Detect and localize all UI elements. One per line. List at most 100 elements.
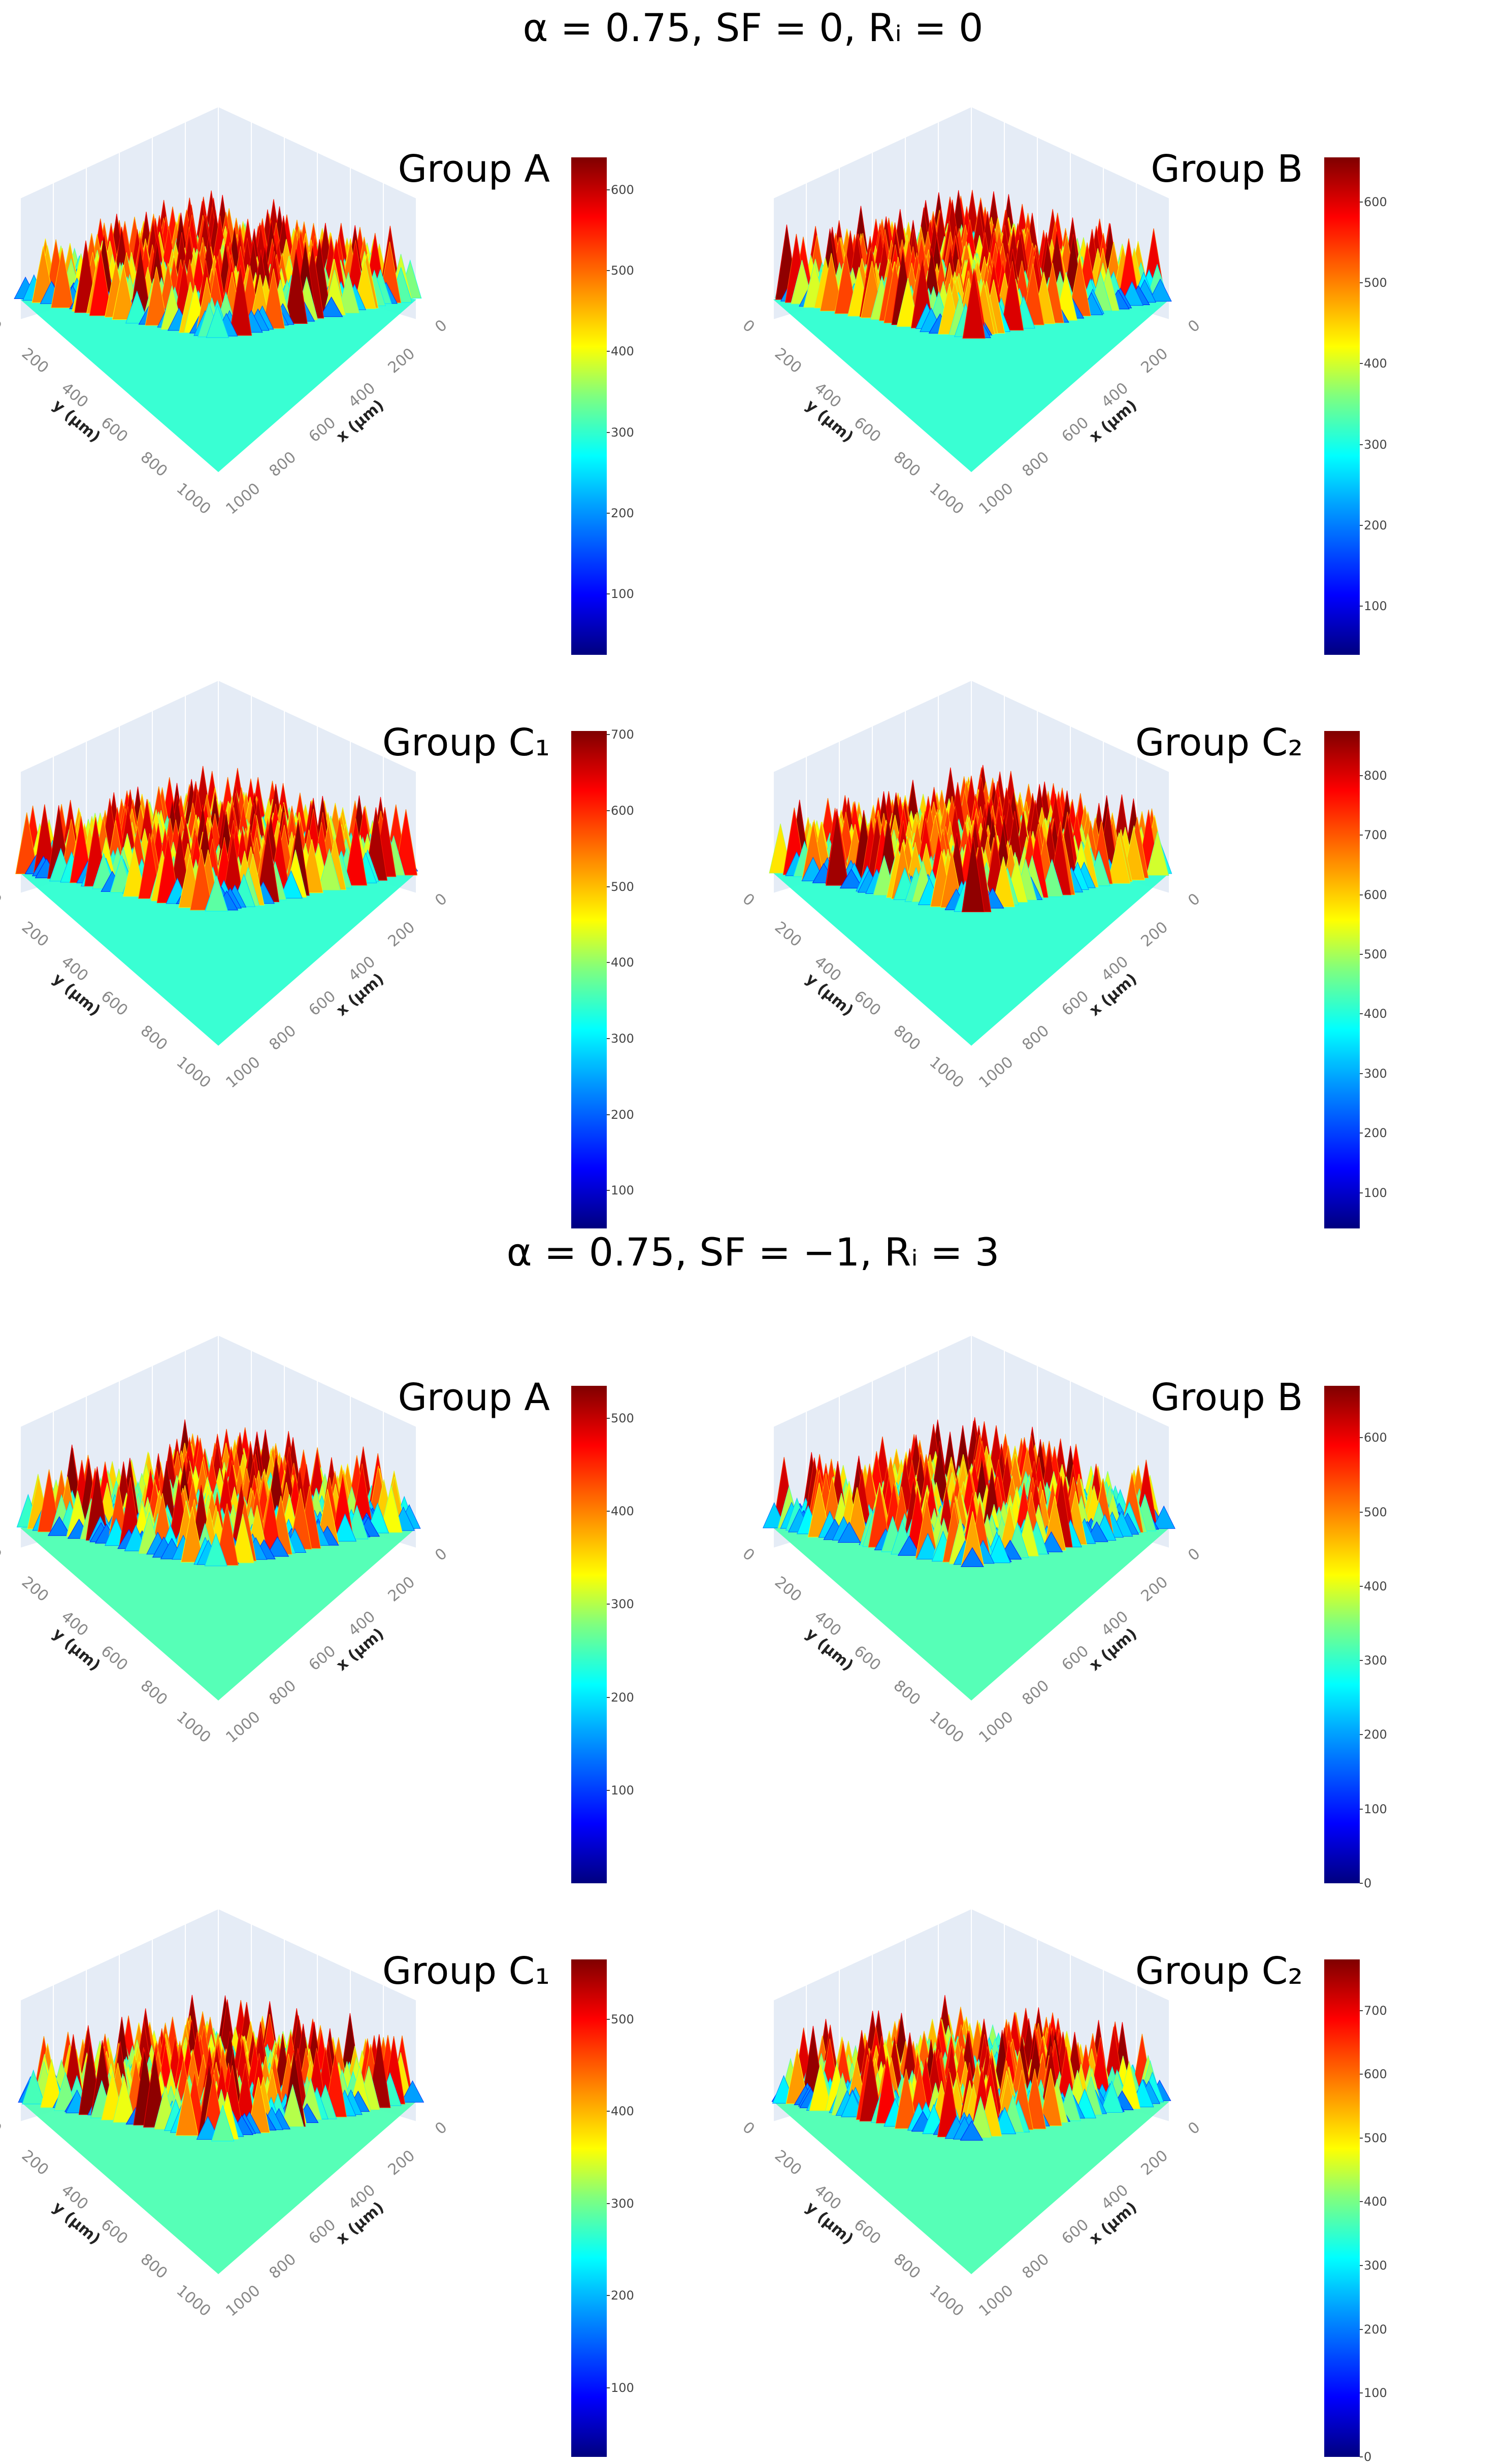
y-tick-label: 1000 xyxy=(926,1053,967,1092)
colorbar-tick-label: 600 xyxy=(1364,888,1387,902)
y-tick-label: 200 xyxy=(771,345,805,377)
colorbar-tick-label: 400 xyxy=(611,344,634,358)
x-tick-label: 800 xyxy=(1019,2250,1053,2283)
y-tick-label: 1000 xyxy=(926,480,967,518)
colorbar-tick-mark xyxy=(607,886,610,887)
colorbar-tick-label: 500 xyxy=(611,880,634,894)
colorbar-tick-mark xyxy=(1360,1734,1363,1735)
x-tick-label: 0 xyxy=(1185,890,1203,910)
y-tick-label: 0 xyxy=(0,1545,5,1564)
x-tick-label: 200 xyxy=(1138,1573,1171,1606)
colorbar-tick-mark xyxy=(1360,282,1363,283)
colorbar-tick-mark xyxy=(607,1697,610,1698)
colorbar-tick-mark xyxy=(607,1790,610,1791)
y-tick-label: 200 xyxy=(18,2147,52,2179)
colorbar-tick-label: 100 xyxy=(611,1783,634,1797)
colorbar-tick-label: 500 xyxy=(1364,276,1387,290)
colorbar-tick-mark xyxy=(607,734,610,735)
y-tick-label: 600 xyxy=(97,1642,131,1675)
colorbar-gradient xyxy=(1324,1386,1360,1883)
colorbar-tick-label: 500 xyxy=(1364,2131,1387,2145)
x-tick-label: 800 xyxy=(1019,448,1053,481)
y-tick-label: 200 xyxy=(771,1573,805,1606)
colorbar-tick-label: 700 xyxy=(1364,828,1387,842)
x-tick-label: 200 xyxy=(385,918,418,951)
x-tick-label: 0 xyxy=(432,890,450,910)
colorbar-tick-mark xyxy=(1360,1586,1363,1587)
colorbar-tick-label: 700 xyxy=(1364,2004,1387,2018)
group-title: Group B xyxy=(1151,147,1303,191)
x-tick-label: 0 xyxy=(1185,2118,1203,2138)
colorbar-tick-mark xyxy=(1360,775,1363,776)
colorbar-tick-mark xyxy=(607,1114,610,1115)
x-tick-label: 0 xyxy=(1185,316,1203,336)
y-tick-label: 200 xyxy=(18,1573,52,1606)
x-tick-label: 600 xyxy=(1059,2216,1092,2248)
colorbar-tick-label: 100 xyxy=(611,2381,634,2395)
colorbar-gradient xyxy=(1324,731,1360,1228)
y-tick-label: 1000 xyxy=(173,1053,214,1092)
colorbar-tick-mark xyxy=(1360,954,1363,955)
colorbar-tick-mark xyxy=(607,2387,610,2388)
colorbar-tick-label: 400 xyxy=(611,1504,634,1518)
colorbar-tick-mark xyxy=(1360,1512,1363,1513)
y-tick-label: 1000 xyxy=(173,480,214,518)
group-title: Group A xyxy=(398,147,550,191)
x-tick-label: 800 xyxy=(1019,1022,1053,1054)
y-tick-label: 800 xyxy=(137,1022,171,1054)
colorbar-tick-mark xyxy=(1360,2138,1363,2139)
colorbar-tick-label: 100 xyxy=(1364,599,1387,613)
colorbar-tick-mark xyxy=(1360,2201,1363,2202)
x-tick-label: 800 xyxy=(1019,1677,1053,1709)
colorbar-tick-label: 400 xyxy=(611,2104,634,2118)
colorbar-tick-label: 400 xyxy=(1364,1579,1387,1593)
colorbar-tick-label: 300 xyxy=(1364,2258,1387,2273)
colorbar-tick-label: 200 xyxy=(1364,1727,1387,1742)
y-tick-label: 800 xyxy=(890,1022,924,1054)
colorbar-tick-mark xyxy=(1360,2456,1363,2457)
y-tick-label: 800 xyxy=(137,448,171,481)
y-tick-label: 0 xyxy=(0,890,5,910)
colorbar-tick-mark xyxy=(1360,2392,1363,2393)
colorbar-tick-label: 500 xyxy=(1364,1505,1387,1519)
colorbar-tick-mark xyxy=(1360,606,1363,607)
y-tick-label: 600 xyxy=(97,414,131,446)
x-tick-label: 200 xyxy=(385,345,418,377)
colorbar-tick-label: 100 xyxy=(1364,2386,1387,2400)
colorbar-tick-label: 300 xyxy=(611,1031,634,1046)
colorbar-tick-mark xyxy=(1360,1133,1363,1134)
colorbar-tick-mark xyxy=(1360,1073,1363,1074)
x-tick-label: 800 xyxy=(266,1022,300,1054)
y-tick-label: 1000 xyxy=(173,2282,214,2320)
group-title: Group C₂ xyxy=(1135,721,1303,764)
colorbar-tick-label: 500 xyxy=(1364,947,1387,961)
x-tick-label: 600 xyxy=(306,414,339,446)
group-title: Group C₁ xyxy=(382,1949,550,1993)
colorbar-gradient xyxy=(571,1386,607,1883)
x-tick-label: 800 xyxy=(266,1677,300,1709)
colorbar-tick-mark xyxy=(1360,2074,1363,2075)
colorbar-tick-mark xyxy=(1360,444,1363,445)
colorbar-tick-mark xyxy=(1360,2329,1363,2330)
colorbar-tick-label: 100 xyxy=(611,587,634,601)
colorbar-tick-mark xyxy=(607,1190,610,1191)
group-title: Group C₂ xyxy=(1135,1949,1303,1993)
y-tick-label: 1000 xyxy=(173,1708,214,1747)
colorbar-tick-label: 400 xyxy=(611,955,634,970)
colorbar-tick-mark xyxy=(607,2203,610,2204)
x-tick-label: 1000 xyxy=(222,480,264,518)
colorbar-tick-mark xyxy=(607,962,610,963)
colorbar-tick-label: 100 xyxy=(1364,1802,1387,1816)
x-tick-label: 200 xyxy=(1138,345,1171,377)
x-tick-label: 200 xyxy=(385,2147,418,2179)
